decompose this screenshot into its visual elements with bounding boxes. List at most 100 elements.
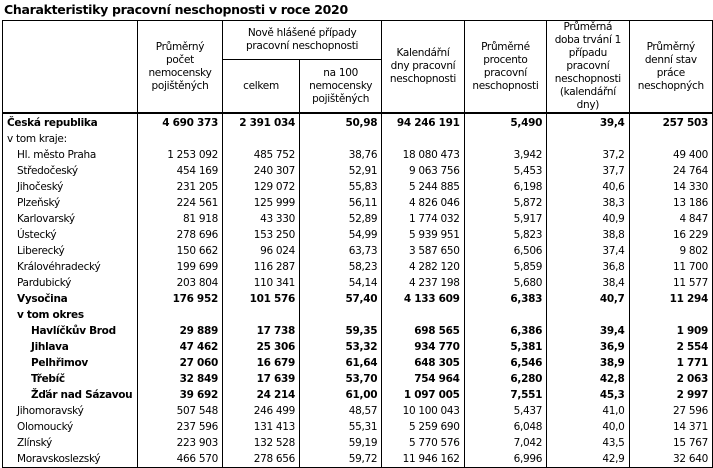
cell-value: 54,14 [299, 275, 383, 291]
cell-value: 11 577 [628, 275, 713, 291]
cell-value [381, 307, 465, 323]
row-label: Vysočina [2, 291, 138, 307]
cell-value: 101 576 [221, 291, 301, 307]
cell-value: 56,11 [299, 195, 383, 211]
cell-value: 4 237 198 [381, 275, 465, 291]
table-row: Liberecký 150 662 96 024 63,73 3 587 650 6,50… [2, 243, 713, 259]
cell-value: 15 767 [628, 435, 713, 451]
cell-value: 6,546 [463, 355, 548, 371]
cell-value: 9 063 756 [381, 163, 465, 179]
cell-value: 3,942 [463, 147, 548, 163]
cell-value [463, 131, 548, 147]
cell-value: 466 570 [136, 451, 223, 468]
cell-value: 4 282 120 [381, 259, 465, 275]
table-row: Vysočina 176 952 101 576 57,40 4 133 609 6,38… [2, 291, 713, 307]
cell-value: 132 528 [221, 435, 301, 451]
table-row: Třebíč 32 849 17 639 53,70 754 964 6,280 42,8 2… [2, 371, 713, 387]
cell-value: 81 918 [136, 211, 223, 227]
table-row: Pardubický 203 804 110 341 54,14 4 237 198 5,… [2, 275, 713, 291]
table-row: Jihočeský 231 205 129 072 55,83 5 244 885 6,1… [2, 179, 713, 195]
cell-value: 52,91 [299, 163, 383, 179]
cell-value: 1 253 092 [136, 147, 223, 163]
cell-value: 1 771 [628, 355, 713, 371]
cell-value: 507 548 [136, 403, 223, 419]
cell-value: 5,490 [463, 112, 548, 131]
cell-value: 50,98 [299, 112, 383, 131]
cell-value: 9 802 [628, 243, 713, 259]
cell-value: 11 700 [628, 259, 713, 275]
cell-value: 5 939 951 [381, 227, 465, 243]
cell-value: 131 413 [221, 419, 301, 435]
cell-value [381, 131, 465, 147]
cell-value: 37,7 [546, 163, 630, 179]
cell-value: 59,35 [299, 323, 383, 339]
row-label: Středočeský [2, 163, 138, 179]
cell-value: 13 186 [628, 195, 713, 211]
cell-value: 18 080 473 [381, 147, 465, 163]
cell-value: 38,76 [299, 147, 383, 163]
cell-value: 240 307 [221, 163, 301, 179]
row-label: Jihlava [2, 339, 138, 355]
header-avg-daily: Průměrný denní stav práce neschopných [628, 20, 713, 114]
cell-value: 4 690 373 [136, 112, 223, 131]
cell-value: 53,70 [299, 371, 383, 387]
table-row: v tom okres [2, 307, 713, 323]
cell-value [136, 307, 223, 323]
cell-value: 6,198 [463, 179, 548, 195]
cell-value: 32 849 [136, 371, 223, 387]
cell-value: 110 341 [221, 275, 301, 291]
cell-value: 32 640 [628, 451, 713, 468]
cell-value: 24 764 [628, 163, 713, 179]
cell-value: 1 774 032 [381, 211, 465, 227]
cell-value: 27 596 [628, 403, 713, 419]
cell-value: 153 250 [221, 227, 301, 243]
row-label: Královéhradecký [2, 259, 138, 275]
header-avg-duration: Průměrná doba trvání 1 případu pracovní … [546, 20, 630, 114]
cell-value: 48,57 [299, 403, 383, 419]
cell-value: 4 133 609 [381, 291, 465, 307]
header-new-cases-group: Nově hlášené případy pracovní neschopnos… [221, 19, 383, 61]
cell-value: 698 565 [381, 323, 465, 339]
cell-value: 5,859 [463, 259, 548, 275]
table-row: Středočeský 454 169 240 307 52,91 9 063 756 5… [2, 163, 713, 179]
cell-value: 17 738 [221, 323, 301, 339]
cell-value: 648 305 [381, 355, 465, 371]
cell-value: 42,9 [546, 451, 630, 468]
cell-value: 5,453 [463, 163, 548, 179]
row-label: Jihomoravský [2, 403, 138, 419]
cell-value: 10 100 043 [381, 403, 465, 419]
cell-value: 237 596 [136, 419, 223, 435]
table-title: Charakteristiky pracovní neschopnosti v … [4, 2, 348, 17]
cell-value: 43,5 [546, 435, 630, 451]
cell-value: 6,506 [463, 243, 548, 259]
cell-value: 17 639 [221, 371, 301, 387]
cell-value: 11 946 162 [381, 451, 465, 468]
cell-value: 5,437 [463, 403, 548, 419]
cell-value [136, 131, 223, 147]
cell-value: 7,042 [463, 435, 548, 451]
cell-value: 37,4 [546, 243, 630, 259]
table-row: Karlovarský 81 918 43 330 52,89 1 774 032 5,9… [2, 211, 713, 227]
cell-value: 754 964 [381, 371, 465, 387]
table-row: Olomoucký 237 596 131 413 55,31 5 259 690 6,0… [2, 419, 713, 435]
cell-value: 3 587 650 [381, 243, 465, 259]
cell-value: 38,8 [546, 227, 630, 243]
cell-value: 1 097 005 [381, 387, 465, 403]
cell-value: 29 889 [136, 323, 223, 339]
cell-value: 257 503 [628, 112, 713, 131]
row-label: Moravskoslezský [2, 451, 138, 468]
table-row: Havlíčkův Brod 29 889 17 738 59,35 698 565 6,… [2, 323, 713, 339]
cell-value: 40,9 [546, 211, 630, 227]
cell-value: 278 696 [136, 227, 223, 243]
row-label: Jihočeský [2, 179, 138, 195]
row-label: Ústecký [2, 227, 138, 243]
cell-value: 150 662 [136, 243, 223, 259]
row-label: Hl. město Praha [2, 147, 138, 163]
header-region [2, 20, 138, 114]
row-label: v tom okres [2, 307, 138, 323]
table-row: Pelhřimov 27 060 16 679 61,64 648 305 6,546 38… [2, 355, 713, 371]
cell-value [299, 131, 383, 147]
cell-value: 38,9 [546, 355, 630, 371]
row-label: Pelhřimov [2, 355, 138, 371]
cell-value: 5,917 [463, 211, 548, 227]
